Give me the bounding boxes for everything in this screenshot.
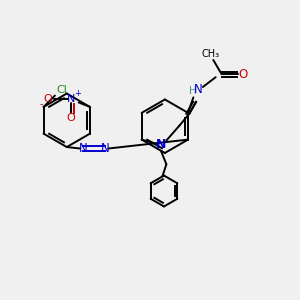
Text: N: N: [101, 142, 110, 155]
Text: +: +: [74, 89, 81, 98]
Text: N: N: [79, 142, 88, 155]
Text: H: H: [189, 85, 197, 96]
Text: O: O: [238, 68, 247, 81]
Text: N: N: [66, 94, 75, 103]
Text: Cl: Cl: [57, 85, 68, 95]
Text: -: -: [39, 99, 43, 109]
Text: CH₃: CH₃: [201, 49, 219, 59]
Text: N: N: [156, 138, 166, 152]
Text: O: O: [66, 113, 75, 124]
Text: O: O: [44, 94, 52, 103]
Text: N: N: [194, 82, 202, 96]
